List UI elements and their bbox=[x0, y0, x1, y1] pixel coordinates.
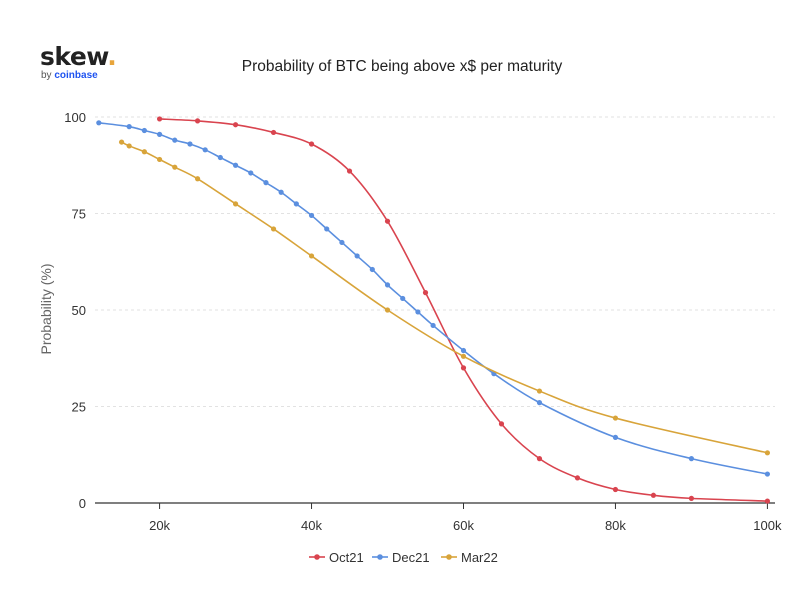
data-point bbox=[126, 124, 132, 130]
data-point bbox=[270, 226, 277, 232]
data-point bbox=[172, 164, 178, 170]
data-point bbox=[354, 253, 360, 259]
data-point bbox=[369, 266, 375, 273]
data-point bbox=[263, 180, 269, 186]
legend-item-dec21[interactable]: Dec21 bbox=[372, 550, 430, 565]
data-point bbox=[384, 218, 391, 224]
data-point bbox=[156, 131, 163, 137]
x-tick-label: 100k bbox=[753, 518, 782, 533]
data-point bbox=[688, 495, 695, 501]
brand-byline: by coinbase bbox=[41, 70, 116, 81]
y-tick-label: 100 bbox=[64, 110, 86, 125]
data-point bbox=[194, 176, 201, 182]
y-axis-title: Probability (%) bbox=[38, 263, 54, 354]
data-point bbox=[141, 149, 147, 155]
series-mar22 bbox=[118, 139, 771, 456]
x-tick-label: 80k bbox=[605, 518, 626, 533]
data-point bbox=[232, 201, 239, 207]
chart-title: Probability of BTC being above x$ per ma… bbox=[242, 58, 563, 75]
data-point bbox=[536, 388, 543, 394]
data-point bbox=[232, 162, 239, 168]
y-tick-label: 0 bbox=[79, 496, 86, 511]
y-tick-label: 25 bbox=[72, 400, 86, 415]
data-point bbox=[156, 116, 163, 122]
series-oct21 bbox=[156, 116, 771, 504]
data-point bbox=[126, 143, 132, 149]
data-point bbox=[194, 118, 201, 124]
data-point bbox=[460, 347, 467, 354]
data-point bbox=[764, 450, 771, 456]
data-point bbox=[422, 290, 429, 296]
data-point bbox=[415, 309, 421, 315]
axes: 0 25 50 75 100 20k 40k 60k 80k 100k bbox=[64, 110, 782, 533]
data-point bbox=[650, 492, 657, 498]
y-tick-label: 50 bbox=[72, 303, 86, 318]
legend[interactable]: Oct21 Dec21 Mar22 bbox=[309, 550, 498, 565]
data-point bbox=[764, 471, 771, 477]
data-point bbox=[536, 400, 543, 406]
legend-swatch-marker bbox=[446, 554, 452, 560]
data-point bbox=[612, 415, 619, 421]
data-point bbox=[308, 141, 315, 147]
data-point bbox=[688, 456, 695, 462]
data-point bbox=[430, 322, 436, 329]
data-point bbox=[400, 295, 406, 302]
data-point bbox=[217, 154, 223, 161]
legend-swatch-marker bbox=[314, 554, 320, 560]
data-point bbox=[384, 307, 391, 313]
brand-dot: . bbox=[107, 42, 117, 71]
legend-item-mar22[interactable]: Mar22 bbox=[441, 550, 498, 565]
series-line-dec21 bbox=[98, 121, 768, 475]
legend-label: Oct21 bbox=[329, 550, 364, 565]
data-point bbox=[764, 498, 771, 504]
data-point bbox=[278, 189, 284, 195]
data-point bbox=[460, 353, 467, 359]
data-point bbox=[612, 486, 619, 493]
data-point bbox=[460, 365, 467, 371]
data-point bbox=[574, 475, 581, 481]
x-tick-label: 20k bbox=[149, 518, 170, 533]
data-point bbox=[96, 120, 102, 126]
data-point bbox=[293, 201, 299, 207]
legend-item-oct21[interactable]: Oct21 bbox=[309, 550, 364, 565]
data-point bbox=[324, 226, 330, 232]
data-point bbox=[156, 156, 163, 163]
x-tick-label: 60k bbox=[453, 518, 474, 533]
data-point bbox=[172, 137, 178, 143]
brand-company: coinbase bbox=[54, 70, 98, 81]
legend-swatch-marker bbox=[377, 554, 383, 560]
data-point bbox=[141, 127, 147, 134]
legend-label: Mar22 bbox=[461, 550, 498, 565]
data-point bbox=[384, 282, 391, 288]
gridlines bbox=[95, 116, 775, 407]
brand-by: by bbox=[41, 70, 52, 81]
x-tick-label: 40k bbox=[301, 518, 322, 533]
data-point bbox=[232, 122, 239, 128]
series-dec21 bbox=[96, 120, 771, 477]
brand-logo: skew. by coinbase bbox=[40, 42, 117, 82]
data-point bbox=[346, 168, 353, 174]
y-tick-label: 75 bbox=[72, 207, 86, 222]
data-point bbox=[612, 434, 619, 440]
legend-label: Dec21 bbox=[392, 550, 430, 565]
series-line-oct21 bbox=[159, 118, 768, 502]
data-point bbox=[536, 456, 543, 462]
data-point bbox=[118, 139, 125, 145]
data-point bbox=[308, 212, 315, 219]
data-point bbox=[339, 239, 345, 246]
brand-name: skew bbox=[40, 42, 108, 71]
series-group bbox=[96, 116, 771, 504]
data-point bbox=[308, 253, 315, 259]
data-point bbox=[202, 147, 208, 153]
data-point bbox=[270, 129, 277, 136]
data-point bbox=[498, 421, 505, 427]
data-point bbox=[248, 170, 254, 176]
data-point bbox=[187, 141, 193, 147]
brand-wordmark: skew. bbox=[40, 42, 117, 71]
